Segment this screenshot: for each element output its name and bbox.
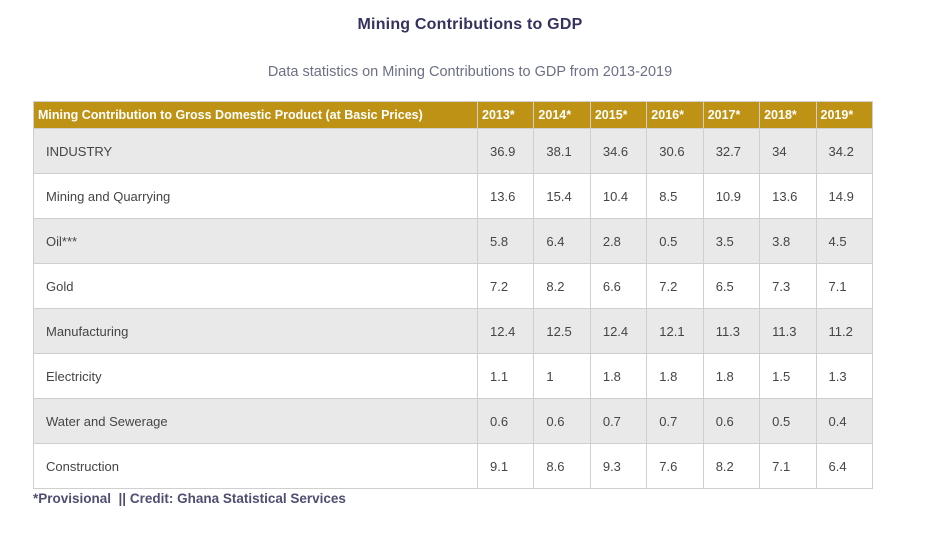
row-label: Water and Sewerage xyxy=(33,398,478,444)
cell-value: 7.2 xyxy=(646,263,704,309)
cell-value: 4.5 xyxy=(815,218,874,264)
table-row: Oil*** 5.8 6.4 2.8 0.5 3.5 3.8 4.5 xyxy=(33,218,874,264)
cell-value: 6.4 xyxy=(533,218,591,264)
cell-value: 0.7 xyxy=(646,398,704,444)
cell-value: 7.3 xyxy=(759,263,817,309)
cell-value: 8.2 xyxy=(533,263,591,309)
page-title: Mining Contributions to GDP xyxy=(357,16,583,33)
year-column-header: 2018* xyxy=(759,101,817,129)
cell-value: 7.1 xyxy=(815,263,874,309)
cell-value: 1.8 xyxy=(646,353,704,399)
cell-value: 38.1 xyxy=(533,128,591,174)
cell-value: 0.6 xyxy=(533,398,591,444)
table-row: Construction 9.1 8.6 9.3 7.6 8.2 7.1 6.4 xyxy=(33,443,874,489)
cell-value: 14.9 xyxy=(815,173,874,219)
cell-value: 1.5 xyxy=(759,353,817,399)
cell-value: 34 xyxy=(759,128,817,174)
table-row: INDUSTRY 36.9 38.1 34.6 30.6 32.7 34 34.2 xyxy=(33,128,874,174)
cell-value: 0.7 xyxy=(589,398,648,444)
cell-value: 10.9 xyxy=(702,173,761,219)
year-column-header: 2014* xyxy=(533,101,591,129)
row-label: Construction xyxy=(33,443,478,489)
cell-value: 0.4 xyxy=(815,398,874,444)
row-label: Oil*** xyxy=(33,218,478,264)
footnote: *Provisional || Credit: Ghana Statistica… xyxy=(33,491,346,506)
cell-value: 2.8 xyxy=(589,218,648,264)
cell-value: 15.4 xyxy=(533,173,591,219)
cell-value: 9.1 xyxy=(476,443,535,489)
gdp-table: Mining Contribution to Gross Domestic Pr… xyxy=(33,101,874,489)
cell-value: 12.5 xyxy=(533,308,591,354)
cell-value: 3.8 xyxy=(759,218,817,264)
cell-value: 6.5 xyxy=(702,263,761,309)
row-label: Electricity xyxy=(33,353,478,399)
cell-value: 1.3 xyxy=(815,353,874,399)
table-container: Mining Contribution to Gross Domestic Pr… xyxy=(33,101,874,489)
year-column-header: 2016* xyxy=(646,101,704,129)
year-column-header: 2013* xyxy=(476,101,535,129)
cell-value: 34.2 xyxy=(815,128,874,174)
cell-value: 0.6 xyxy=(702,398,761,444)
cell-value: 13.6 xyxy=(759,173,817,219)
cell-value: 9.3 xyxy=(589,443,648,489)
cell-value: 12.4 xyxy=(476,308,535,354)
year-column-header: 2017* xyxy=(702,101,761,129)
table-row: Gold 7.2 8.2 6.6 7.2 6.5 7.3 7.1 xyxy=(33,263,874,309)
row-label: Mining and Quarrying xyxy=(33,173,478,219)
cell-value: 3.5 xyxy=(702,218,761,264)
cell-value: 1.1 xyxy=(476,353,535,399)
cell-value: 12.4 xyxy=(589,308,648,354)
cell-value: 11.2 xyxy=(815,308,874,354)
cell-value: 6.4 xyxy=(815,443,874,489)
cell-value: 10.4 xyxy=(589,173,648,219)
cell-value: 12.1 xyxy=(646,308,704,354)
cell-value: 11.3 xyxy=(702,308,761,354)
cell-value: 8.2 xyxy=(702,443,761,489)
table-row: Electricity 1.1 1 1.8 1.8 1.8 1.5 1.3 xyxy=(33,353,874,399)
table-corner-header: Mining Contribution to Gross Domestic Pr… xyxy=(33,101,478,129)
cell-value: 13.6 xyxy=(476,173,535,219)
row-label: Gold xyxy=(33,263,478,309)
table-body: INDUSTRY 36.9 38.1 34.6 30.6 32.7 34 34.2 Mining… xyxy=(33,128,874,489)
year-column-header: 2019* xyxy=(815,101,874,129)
table-header-row: Mining Contribution to Gross Domestic Pr… xyxy=(33,101,874,129)
cell-value: 1.8 xyxy=(589,353,648,399)
cell-value: 5.8 xyxy=(476,218,535,264)
cell-value: 0.5 xyxy=(646,218,704,264)
row-label: INDUSTRY xyxy=(33,128,478,174)
cell-value: 6.6 xyxy=(589,263,648,309)
table-row: Water and Sewerage 0.6 0.6 0.7 0.7 0.6 0.5 0.4 xyxy=(33,398,874,444)
cell-value: 8.5 xyxy=(646,173,704,219)
cell-value: 7.6 xyxy=(646,443,704,489)
cell-value: 0.6 xyxy=(476,398,535,444)
cell-value: 36.9 xyxy=(476,128,535,174)
table-header: Mining Contribution to Gross Domestic Pr… xyxy=(33,101,874,129)
row-label: Manufacturing xyxy=(33,308,478,354)
cell-value: 30.6 xyxy=(646,128,704,174)
cell-value: 1.8 xyxy=(702,353,761,399)
cell-value: 1 xyxy=(533,353,591,399)
cell-value: 32.7 xyxy=(702,128,761,174)
table-row: Mining and Quarrying 13.6 15.4 10.4 8.5 10.9 1… xyxy=(33,173,874,219)
cell-value: 8.6 xyxy=(533,443,591,489)
cell-value: 11.3 xyxy=(759,308,817,354)
cell-value: 34.6 xyxy=(589,128,648,174)
page-subtitle: Data statistics on Mining Contributions … xyxy=(267,64,673,80)
cell-value: 7.2 xyxy=(476,263,535,309)
cell-value: 7.1 xyxy=(759,443,817,489)
year-column-header: 2015* xyxy=(589,101,648,129)
table-row: Manufacturing 12.4 12.5 12.4 12.1 11.3 11.3 11.… xyxy=(33,308,874,354)
cell-value: 0.5 xyxy=(759,398,817,444)
